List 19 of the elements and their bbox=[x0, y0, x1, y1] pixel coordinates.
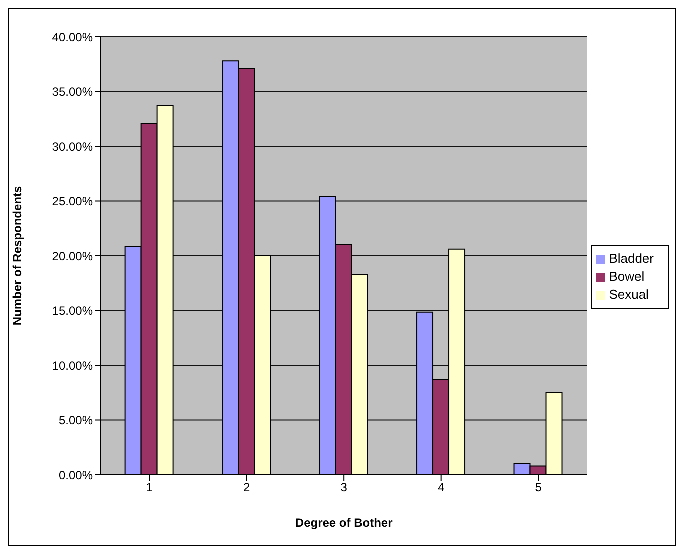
y-tick-label: 35.00% bbox=[52, 85, 94, 100]
y-axis-title: Number of Respondents bbox=[10, 186, 24, 326]
x-tick-label: 1 bbox=[146, 480, 154, 495]
x-tick-label: 2 bbox=[244, 480, 251, 495]
y-tick-label: 20.00% bbox=[52, 249, 94, 264]
y-tick-label: 40.00% bbox=[52, 30, 94, 44]
x-axis-title: Degree of Bother bbox=[295, 516, 394, 530]
y-tick-label: 25.00% bbox=[52, 194, 94, 209]
y-tick-label: 30.00% bbox=[52, 140, 94, 154]
y-tick-label: 15.00% bbox=[52, 304, 94, 318]
x-tick-label: 3 bbox=[340, 480, 348, 495]
legend-label: Bowel bbox=[609, 269, 645, 284]
legend-label: Sexual bbox=[609, 287, 649, 302]
x-tick-label: 4 bbox=[438, 480, 445, 495]
y-tick-label: 5.00% bbox=[58, 414, 94, 428]
legend-label: Bladder bbox=[609, 251, 654, 266]
y-tick-label: 10.00% bbox=[52, 358, 94, 373]
y-tick-label: 0.00% bbox=[58, 468, 94, 482]
x-tick-label: 5 bbox=[535, 480, 542, 495]
